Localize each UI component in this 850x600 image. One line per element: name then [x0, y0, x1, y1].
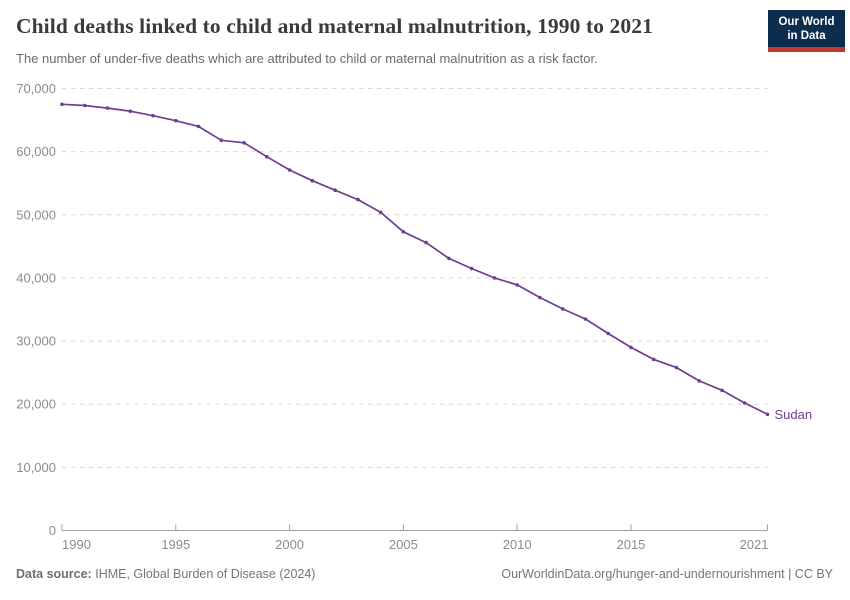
y-axis-tick-label: 30,000 — [16, 334, 56, 349]
data-point[interactable] — [310, 178, 315, 183]
data-point[interactable] — [151, 113, 155, 118]
data-point[interactable] — [401, 230, 406, 234]
data-point[interactable] — [674, 365, 679, 370]
owid-logo[interactable]: Our World in Data — [768, 10, 845, 52]
data-point[interactable] — [447, 256, 451, 261]
data-point[interactable] — [651, 357, 656, 362]
data-point[interactable] — [378, 210, 383, 215]
data-point[interactable] — [60, 102, 64, 107]
x-axis-tick-label: 2015 — [616, 537, 645, 552]
data-point[interactable] — [287, 168, 292, 172]
data-point[interactable] — [174, 118, 178, 123]
data-point[interactable] — [742, 401, 747, 405]
page-title: Child deaths linked to child and materna… — [16, 14, 653, 38]
data-point[interactable] — [333, 188, 337, 192]
data-source-note: Data source: IHME, Global Burden of Dise… — [16, 567, 315, 581]
x-axis-tick-label: 2021 — [740, 537, 769, 552]
data-point[interactable] — [538, 295, 542, 300]
data-line-sudan[interactable] — [61, 103, 769, 416]
owid-logo-text: Our World in Data — [778, 15, 834, 43]
data-point[interactable] — [356, 197, 360, 202]
data-point[interactable] — [265, 154, 269, 159]
data-point[interactable] — [105, 106, 110, 110]
data-point[interactable] — [242, 141, 246, 145]
owid-logo-line1: Our World — [778, 15, 835, 28]
y-axis-tick-label: 0 — [49, 523, 56, 538]
series-end-label: Sudan — [775, 407, 813, 422]
data-point[interactable] — [629, 345, 633, 350]
y-axis-tick-label: 10,000 — [16, 460, 56, 475]
x-axis-tick-label: 2000 — [275, 537, 304, 552]
data-point[interactable] — [219, 138, 224, 143]
data-point[interactable] — [515, 283, 519, 287]
data-point[interactable] — [424, 240, 428, 245]
data-point[interactable] — [697, 379, 701, 383]
x-axis-tick-label: 2005 — [389, 537, 418, 552]
y-axis-tick-label: 20,000 — [16, 397, 56, 412]
page-subtitle: The number of under-five deaths which ar… — [16, 51, 598, 66]
data-source-label: Data source: — [16, 567, 92, 581]
data-source-value: IHME, Global Burden of Disease (2024) — [95, 567, 316, 581]
data-point[interactable] — [606, 331, 610, 336]
data-point[interactable] — [83, 103, 87, 108]
data-point[interactable] — [765, 412, 770, 417]
data-point[interactable] — [583, 317, 588, 321]
data-point[interactable] — [128, 109, 133, 113]
y-axis-tick-label: 50,000 — [16, 207, 56, 222]
y-axis-tick-label: 40,000 — [16, 270, 56, 285]
data-point[interactable] — [469, 266, 474, 271]
x-axis-tick-label: 1990 — [62, 537, 91, 552]
y-axis-tick-label: 60,000 — [16, 144, 56, 159]
data-point[interactable] — [196, 124, 201, 129]
y-axis-tick-label: 70,000 — [16, 81, 56, 96]
data-point[interactable] — [492, 276, 497, 280]
owid-logo-line2: in Data — [787, 29, 826, 42]
chart-footer: Data source: IHME, Global Burden of Dise… — [16, 567, 833, 581]
footer-license-link[interactable]: OurWorldinData.org/hunger-and-undernouri… — [501, 567, 833, 581]
data-point[interactable] — [720, 388, 724, 393]
data-point[interactable] — [560, 307, 565, 311]
x-axis-tick-label: 2010 — [503, 537, 532, 552]
x-axis-tick-label: 1995 — [161, 537, 190, 552]
